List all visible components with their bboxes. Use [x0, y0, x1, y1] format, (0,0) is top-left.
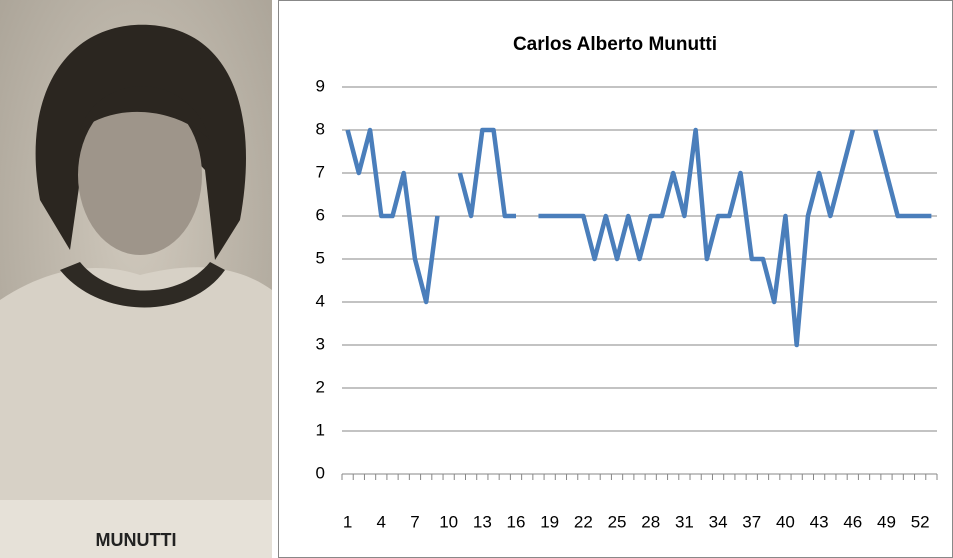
x-tick-label: 52: [911, 512, 930, 531]
x-tick-label: 34: [709, 512, 728, 531]
y-tick-label: 4: [316, 291, 325, 310]
x-tick-label: 37: [742, 512, 761, 531]
x-tick-label: 1: [343, 512, 352, 531]
x-tick-label: 40: [776, 512, 795, 531]
y-tick-label: 0: [316, 463, 325, 482]
y-tick-label: 1: [316, 420, 325, 439]
x-tick-label: 4: [377, 512, 386, 531]
line-series: [345, 127, 932, 348]
x-tick-label: 46: [843, 512, 862, 531]
y-tick-label: 9: [316, 76, 325, 95]
x-tick-label: 25: [608, 512, 627, 531]
x-tick-label: 13: [473, 512, 492, 531]
y-tick-label: 5: [316, 248, 325, 267]
x-tick-label: 43: [810, 512, 829, 531]
y-tick-label: 6: [316, 205, 325, 224]
photo-caption: MUNUTTI: [96, 530, 177, 550]
y-tick-label: 3: [316, 334, 325, 353]
chart-frame: [278, 0, 953, 558]
x-tick-label: 19: [540, 512, 559, 531]
x-tick-label: 7: [410, 512, 419, 531]
x-tick-label: 22: [574, 512, 593, 531]
x-tick-label: 31: [675, 512, 694, 531]
chart-title: Carlos Alberto Munutti: [513, 34, 717, 55]
y-tick-label: 8: [316, 119, 325, 138]
x-tick-label: 28: [641, 512, 660, 531]
x-tick-label: 10: [439, 512, 458, 531]
photo: MUNUTTI: [0, 0, 272, 558]
y-tick-label: 7: [316, 162, 325, 181]
x-tick-label: 16: [507, 512, 526, 531]
x-tick-label: 49: [877, 512, 896, 531]
y-tick-label: 2: [316, 377, 325, 396]
